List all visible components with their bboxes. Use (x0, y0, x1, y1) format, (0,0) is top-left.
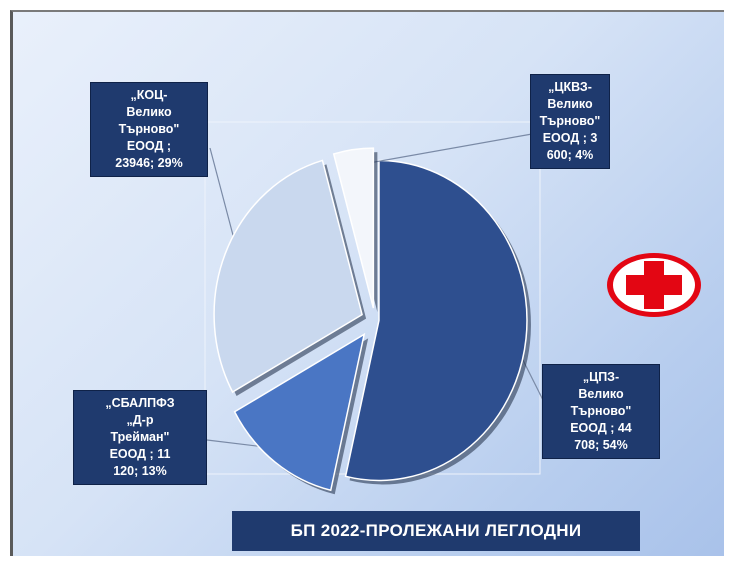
data-label-koc: „КОЦ- Велико Търново" ЕООД ; 23946; 29% (90, 82, 208, 177)
leader-line-ckvz (355, 133, 533, 167)
pie-slice-koc (213, 159, 363, 394)
red-cross-icon (607, 253, 701, 317)
data-label-ckvz: „ЦКВЗ- Велико Търново" ЕООД ; 3 600; 4% (530, 74, 610, 169)
pie-slice-cpz (344, 159, 528, 482)
pie-slice-sbalpfz (233, 332, 366, 492)
chart-title: БП 2022-ПРОЛЕЖАНИ ЛЕГЛОДНИ (232, 511, 640, 551)
data-label-sbalpfz: „СБАЛПФЗ „Д-р Трейман" ЕООД ; 11 120; 13… (73, 390, 207, 485)
pie-slice-ckvz (332, 147, 375, 309)
data-label-cpz: „ЦПЗ- Велико Търново" ЕООД ; 44 708; 54% (542, 364, 660, 459)
